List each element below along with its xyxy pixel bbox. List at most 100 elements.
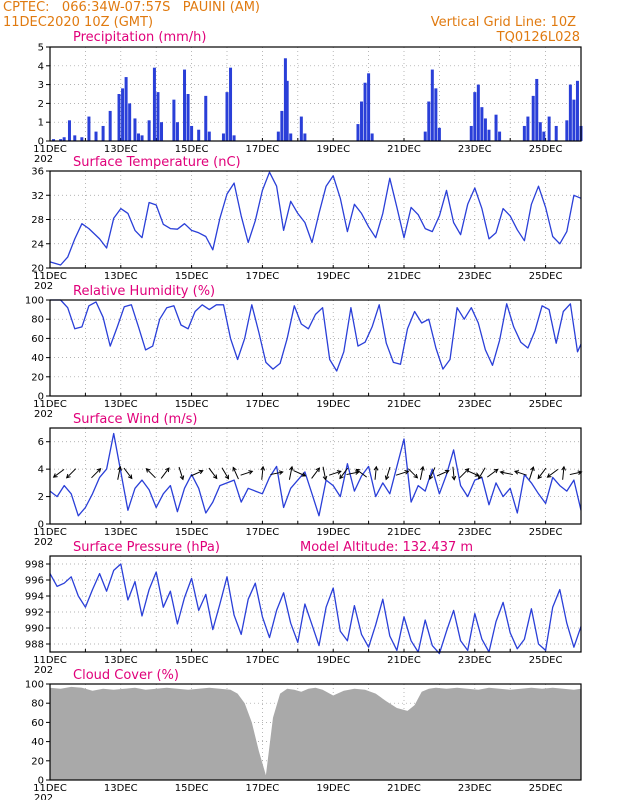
precip-bar: [568, 84, 572, 141]
precip-bar: [80, 137, 84, 141]
y-tick-label: 80: [31, 315, 44, 326]
series-line-pressure: [49, 563, 582, 655]
x-tick-label: 15DEC: [175, 144, 209, 155]
precip-bar: [225, 92, 229, 141]
panel-title-humidity: Relative Humidity (%): [73, 284, 215, 299]
precip-bar: [437, 127, 441, 141]
precip-bar: [121, 88, 125, 141]
panel-frame: [49, 170, 582, 269]
x-tick-label: 11DEC: [33, 527, 67, 538]
x-tick-label: 23DEC: [458, 783, 492, 794]
wind-vector-head: [322, 475, 328, 481]
y-tick-label: 988: [25, 640, 44, 651]
wind-vector: [240, 470, 253, 476]
x-tick-label: 23DEC: [458, 399, 492, 410]
y-tick-label: 0: [38, 520, 44, 531]
wind-vector-head: [537, 474, 543, 480]
precip-bar: [538, 122, 542, 141]
x-tick-label: 25DEC: [529, 527, 563, 538]
precip-bar: [473, 92, 477, 141]
precip-bar: [423, 131, 427, 141]
header-line2-right: TQ0126L028: [496, 30, 580, 45]
precip-bar: [108, 110, 112, 141]
x-year-stub: 202: [34, 154, 53, 165]
precip-bar: [285, 80, 289, 141]
wind-vector-head: [355, 468, 361, 474]
x-tick-label: 23DEC: [458, 655, 492, 666]
panel-frame: [49, 555, 582, 653]
x-tick-label: 17DEC: [246, 655, 280, 666]
y-tick-label: 32: [31, 191, 44, 202]
y-tick-label: 2: [38, 492, 44, 503]
x-tick-label: 17DEC: [246, 271, 280, 282]
panel-temperature: Surface Temperature (nC) 11DEC 13DEC 15DEC 1…: [31, 155, 582, 292]
wind-vector-head: [428, 475, 434, 481]
x-tick-label: 11DEC: [33, 399, 67, 410]
wind-vector-head: [499, 470, 505, 475]
y-tick-label: 60: [31, 334, 44, 345]
y-tick-label: 4: [38, 61, 44, 72]
wind-vector: [452, 466, 455, 480]
y-tick-label: 990: [25, 624, 44, 635]
precip-bar: [190, 125, 194, 141]
wind-vector-head: [301, 472, 307, 477]
precip-bar: [480, 107, 484, 141]
wind-vector: [547, 468, 559, 478]
wind-vector-head: [260, 465, 266, 471]
precip-bar: [221, 133, 225, 141]
x-tick-label: 23DEC: [458, 527, 492, 538]
wind-vector: [311, 467, 320, 479]
wind-vector: [339, 467, 349, 479]
panel-cloud: Cloud Cover (%) 11DEC 13DEC 15DEC 17DEC 19DEC…: [25, 668, 582, 800]
wind-vector: [117, 466, 121, 480]
wind-vector: [328, 470, 341, 476]
panel-title-wind: Surface Wind (m/s): [73, 412, 197, 427]
precip-bar: [487, 129, 491, 141]
precip-bar: [542, 131, 546, 141]
wind-vector: [145, 468, 156, 479]
precip-bar: [370, 133, 374, 141]
wind-vector-head: [413, 473, 419, 479]
precip-bar: [575, 80, 579, 141]
precip-bar: [229, 67, 233, 141]
wind-vector-head: [339, 474, 344, 480]
y-tick-label: 0: [38, 137, 44, 148]
precip-bar: [232, 135, 236, 141]
wind-vector: [356, 468, 368, 478]
wind-vector-head: [354, 470, 360, 475]
precip-bar: [73, 135, 77, 141]
y-tick-label: 1: [38, 118, 44, 129]
header-line1-right: Vertical Grid Line: 10Z: [431, 15, 576, 30]
precip-bar: [572, 99, 576, 141]
wind-vector-head: [546, 473, 552, 478]
precip-bar: [62, 137, 66, 141]
y-tick-label: 998: [25, 560, 44, 571]
precip-bar: [430, 69, 434, 141]
x-tick-label: 15DEC: [175, 399, 209, 410]
precip-bar: [367, 73, 371, 141]
wind-vector: [466, 470, 480, 477]
x-year-stub: 202: [34, 537, 53, 548]
x-tick-label: 21DEC: [387, 527, 421, 538]
precip-bar: [197, 129, 201, 141]
wind-vector-head: [212, 474, 218, 480]
x-tick-label: 25DEC: [529, 783, 563, 794]
y-tick-label: 3: [38, 80, 44, 91]
x-tick-label: 21DEC: [387, 783, 421, 794]
precip-bar: [94, 131, 98, 141]
x-year-stub: 202: [34, 665, 53, 676]
wind-vector: [261, 466, 264, 480]
x-tick-label: 23DEC: [458, 144, 492, 155]
wind-vector-head: [478, 474, 483, 480]
wind-vector: [395, 470, 409, 476]
wind-vector: [91, 468, 101, 479]
wind-vector: [160, 467, 170, 479]
wind-vector-head: [278, 470, 284, 475]
panel-frame: [49, 299, 582, 397]
precip-bar: [147, 120, 151, 141]
panel-subtitle-pressure: Model Altitude: 132.437 m: [300, 540, 473, 555]
wind-vector: [429, 467, 436, 480]
precip-bar: [175, 122, 179, 141]
y-tick-label: 4: [38, 465, 44, 476]
x-tick-label: 11DEC: [33, 271, 67, 282]
